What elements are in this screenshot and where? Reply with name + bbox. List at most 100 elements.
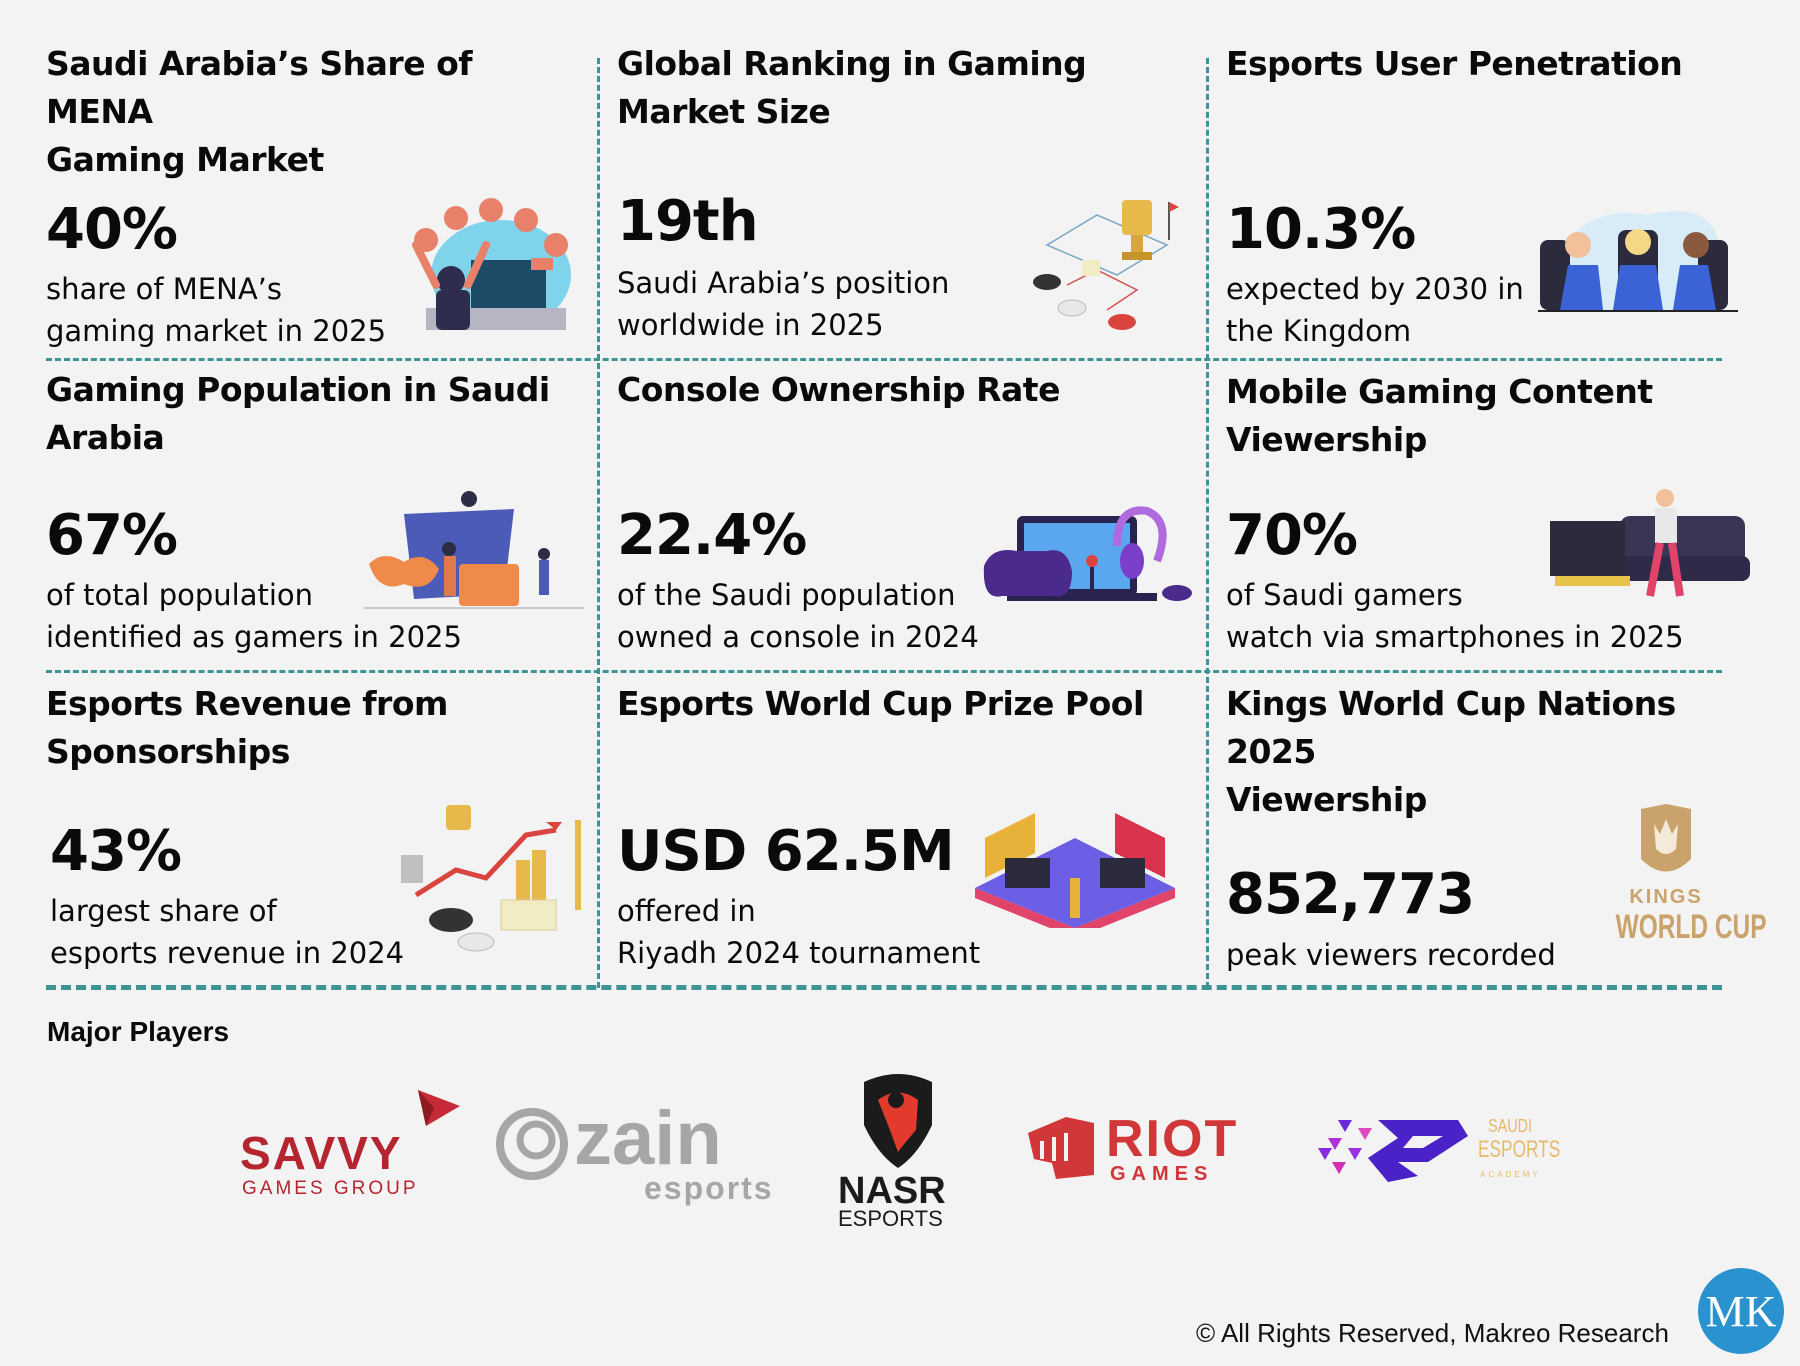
- nasr-logo-sub: ESPORTS: [838, 1206, 943, 1231]
- stat-desc-line1: share of MENA’s: [46, 272, 282, 306]
- stat-description: offered in Riyadh 2024 tournament: [617, 890, 980, 974]
- stat-card-mobile-viewership: Mobile Gaming Content Viewership 70% of …: [1226, 366, 1766, 666]
- riot-logo-text: RIOT: [1106, 1110, 1239, 1168]
- stat-title-line2: Gaming Market: [46, 140, 324, 179]
- stat-card-esports-penetration: Esports User Penetration 10.3% expected …: [1226, 40, 1766, 350]
- makreo-logo: MK: [1698, 1268, 1784, 1354]
- kings-logo-line2: WORLD CUP: [1615, 908, 1767, 946]
- stat-card-mena-share: Saudi Arabia’s Share of MENA Gaming Mark…: [46, 40, 586, 350]
- stat-description: of Saudi gamers watch via smartphones in…: [1226, 574, 1684, 658]
- stat-desc-line2: esports revenue in 2024: [50, 936, 405, 970]
- stat-desc-line2: owned a console in 2024: [617, 620, 979, 654]
- savvy-games-logo: SAVVY GAMES GROUP: [240, 1088, 460, 1199]
- stat-title: Esports Revenue from Sponsorships: [46, 680, 586, 776]
- stat-value: 852,773: [1226, 862, 1475, 927]
- kings-logo-line1: KINGS: [1629, 886, 1703, 908]
- stat-title: Esports User Penetration: [1226, 40, 1766, 88]
- stat-card-console-ownership: Console Ownership Rate 22.4% of the Saud…: [617, 366, 1197, 666]
- three-gamers-illustration: [1538, 210, 1738, 312]
- stat-value: 70%: [1226, 503, 1358, 568]
- stat-card-kings-world-cup: Kings World Cup Nations 2025 Viewership …: [1226, 680, 1767, 980]
- savvy-arrow-icon: [418, 1090, 460, 1126]
- trophy-game-board-illustration: [1033, 200, 1179, 330]
- riot-fist-icon: [1028, 1117, 1094, 1179]
- stat-title: Mobile Gaming Content Viewership: [1226, 368, 1766, 464]
- stat-title-line1: Kings World Cup Nations 2025: [1226, 684, 1676, 771]
- stat-desc-line1: of the Saudi population: [617, 578, 956, 612]
- stat-title-line1: Console Ownership Rate: [617, 370, 1060, 409]
- gaming-population-illustration: [364, 491, 584, 609]
- stat-title-line2: Market Size: [617, 92, 831, 131]
- stat-title-line1: Esports World Cup Prize Pool: [617, 684, 1144, 723]
- stat-title: Esports World Cup Prize Pool: [617, 680, 1197, 728]
- stat-value: 67%: [46, 503, 178, 568]
- stat-title-line2: Sponsorships: [46, 732, 290, 771]
- stat-desc-line2: worldwide in 2025: [617, 308, 884, 342]
- stat-title: Gaming Population in Saudi Arabia: [46, 366, 586, 462]
- revenue-growth-coins-illustration: [401, 805, 581, 952]
- divider-horizontal-3: [46, 985, 1722, 990]
- stat-value: 43%: [50, 819, 182, 884]
- stat-desc-line1: largest share of: [50, 894, 277, 928]
- divider-horizontal-2: [46, 670, 1722, 673]
- stat-desc-line2: watch via smartphones in 2025: [1226, 620, 1684, 654]
- nasr-logo-text: NASR: [838, 1170, 946, 1212]
- stat-desc-line2: identified as gamers in 2025: [46, 620, 462, 654]
- stat-card-sponsorship-revenue: Esports Revenue from Sponsorships 43% la…: [46, 680, 586, 980]
- nasr-shield-icon: [864, 1074, 932, 1168]
- copyright-text: © All Rights Reserved, Makreo Research: [1196, 1318, 1669, 1348]
- zain-swirl-icon: [496, 1108, 568, 1180]
- console-laptop-headphones-illustration: [983, 506, 1192, 601]
- saudi-esports-logo-sub: ESPORTS: [1478, 1136, 1561, 1163]
- zain-esports-logo: zain esports: [494, 1096, 784, 1210]
- stat-title: Global Ranking in Gaming Market Size: [617, 40, 1197, 136]
- stat-desc-line1: of Saudi gamers: [1226, 578, 1463, 612]
- stat-value: 10.3%: [1226, 197, 1416, 262]
- stat-title: Saudi Arabia’s Share of MENA Gaming Mark…: [46, 40, 586, 184]
- stat-desc-line1: offered in: [617, 894, 756, 928]
- stat-value: 19th: [617, 189, 759, 254]
- savvy-logo-sub: GAMES GROUP: [242, 1178, 419, 1199]
- stat-description: of total population identified as gamers…: [46, 574, 462, 658]
- stat-title-line1: Mobile Gaming Content: [1226, 372, 1653, 411]
- stat-desc-line1: of total population: [46, 578, 314, 612]
- stat-desc-line1: peak viewers recorded: [1226, 938, 1556, 972]
- riot-games-logo: RIOT GAMES: [1026, 1110, 1246, 1195]
- divider-vertical-2: [1206, 58, 1209, 988]
- stat-desc-line2: gaming market in 2025: [46, 314, 387, 348]
- stat-description: Saudi Arabia’s position worldwide in 202…: [617, 262, 949, 346]
- stat-title-line1: Gaming Population in Saudi: [46, 370, 550, 409]
- stat-description: expected by 2030 in the Kingdom: [1226, 268, 1524, 352]
- divider-vertical-1: [597, 58, 600, 988]
- stat-description: largest share of esports revenue in 2024: [50, 890, 404, 974]
- stat-title-line2: Arabia: [46, 418, 165, 457]
- saudi-esports-emblem-icon: [1318, 1120, 1468, 1182]
- divider-horizontal-1: [46, 358, 1722, 361]
- zain-logo-sub: esports: [644, 1170, 774, 1206]
- stat-title: Kings World Cup Nations 2025 Viewership: [1226, 680, 1766, 824]
- stat-title-line1: Esports User Penetration: [1226, 44, 1683, 83]
- gamer-live-stream-illustration: [412, 198, 571, 330]
- stat-title-line2: Viewership: [1226, 420, 1427, 459]
- stat-card-prize-pool: Esports World Cup Prize Pool USD 62.5M o…: [617, 680, 1197, 980]
- stat-title-line1: Esports Revenue from: [46, 684, 448, 723]
- stat-title-line1: Global Ranking in Gaming: [617, 44, 1087, 83]
- riot-logo-sub: GAMES: [1110, 1163, 1214, 1185]
- kings-crest-icon: [1641, 804, 1691, 872]
- stat-description: of the Saudi population owned a console …: [617, 574, 979, 658]
- esports-arena-illustration: [975, 813, 1175, 928]
- stat-card-gaming-population: Gaming Population in Saudi Arabia 67% of…: [46, 366, 586, 666]
- stat-description: share of MENA’s gaming market in 2025: [46, 268, 386, 352]
- stat-title-line1: Saudi Arabia’s Share of MENA: [46, 44, 473, 131]
- stat-value: 40%: [46, 197, 178, 262]
- stat-description: peak viewers recorded: [1226, 934, 1556, 976]
- nasr-esports-logo: NASR ESPORTS: [836, 1070, 956, 1231]
- stat-desc-line2: Riyadh 2024 tournament: [617, 936, 981, 970]
- stat-title: Console Ownership Rate: [617, 366, 1197, 414]
- stat-value: 22.4%: [617, 503, 807, 568]
- major-players-title: Major Players: [47, 1016, 230, 1047]
- stat-desc-line1: expected by 2030 in: [1226, 272, 1524, 306]
- stat-value: USD 62.5M: [617, 819, 955, 884]
- kings-world-cup-logo: KINGS WORLD CUP: [1596, 804, 1767, 964]
- stat-card-global-ranking: Global Ranking in Gaming Market Size 19t…: [617, 40, 1197, 350]
